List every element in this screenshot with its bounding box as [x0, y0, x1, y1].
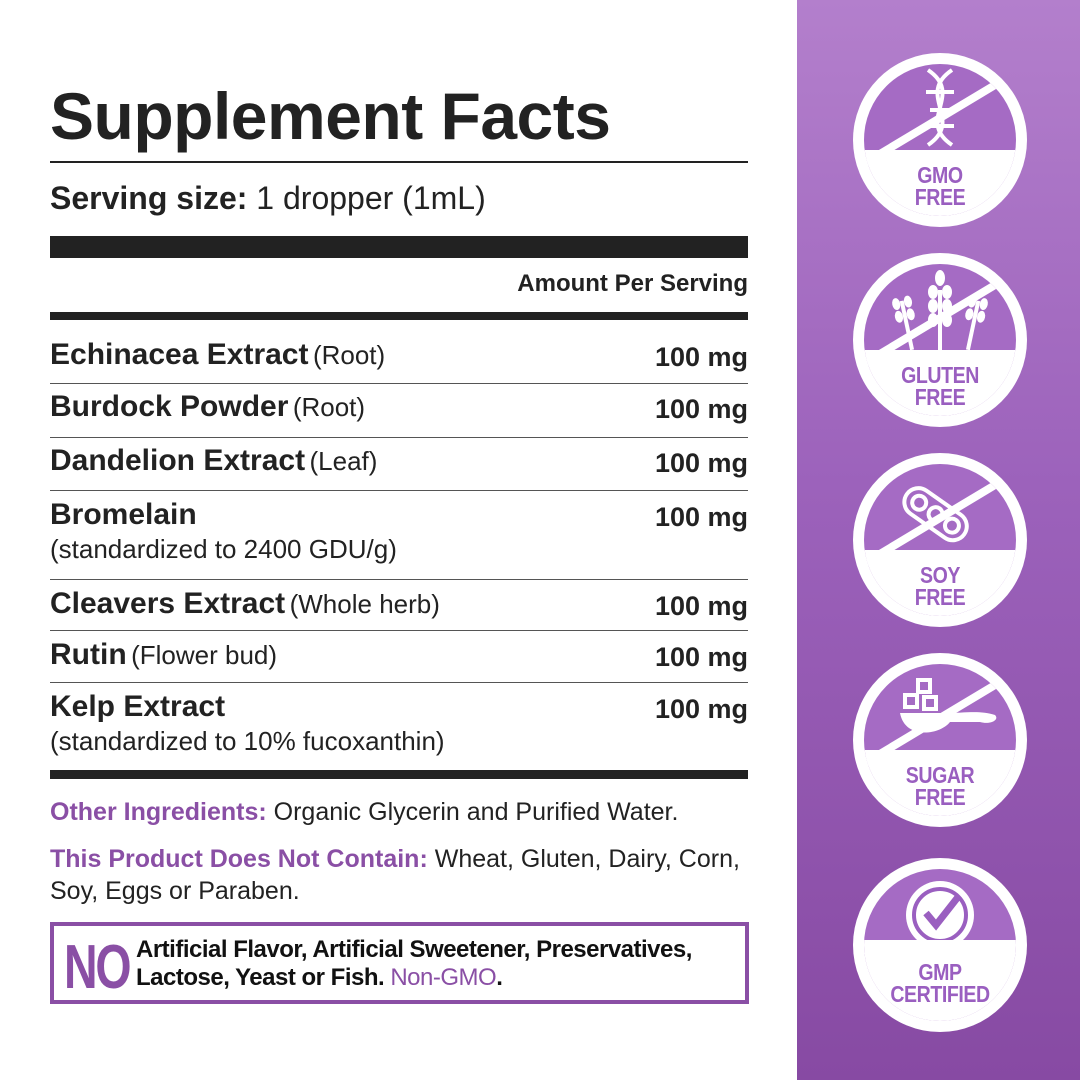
ingredient-row: Burdock Powder (Root) 100 mg — [50, 390, 748, 424]
period: . — [496, 964, 503, 991]
ingredient-note: (standardized to 10% fucoxanthin) — [50, 726, 445, 756]
page-title: Supplement Facts — [50, 79, 611, 153]
ingredient-name: Rutin — [50, 638, 127, 671]
ingredient-amount: 100 mg — [654, 642, 748, 672]
divider — [50, 682, 748, 683]
badge-label-line1: SUGAR — [905, 762, 975, 788]
divider — [50, 630, 748, 631]
ingredient-name: Burdock Powder — [50, 390, 289, 423]
ingredient-row: Bromelain (standardized to 2400 GDU/g) 100… — [50, 498, 748, 565]
divider — [50, 437, 748, 438]
badge-gmp: GMP CERTIFIED — [852, 857, 1028, 1033]
wheat-icon — [853, 253, 1027, 427]
serving-value: 1 dropper (1mL) — [256, 180, 486, 216]
badge-label-line1: GMO — [917, 162, 963, 188]
badge-gmo: GMO FREE — [852, 52, 1028, 228]
ingredient-name: Bromelain — [50, 498, 197, 531]
ingredient-row: Rutin (Flower bud) 100 mg — [50, 638, 748, 672]
badge-label-line1: GMP — [918, 959, 962, 985]
ingredient-amount: 100 mg — [654, 448, 748, 478]
ingredient-row: Dandelion Extract (Leaf) 100 mg — [50, 444, 748, 478]
badge-label-line2: CERTIFIED — [890, 981, 990, 1007]
does-not-contain-value: Wheat, Gluten, Dairy, Corn, Soy, Eggs or… — [50, 845, 740, 905]
ingredient-part: (Leaf) — [309, 446, 378, 476]
badge-label-line2: FREE — [914, 584, 966, 610]
serving-size: Serving size: 1 dropper (1mL) — [50, 180, 486, 217]
does-not-contain-label: This Product Does Not Contain: — [50, 845, 428, 873]
badge-label-line1: SOY — [919, 562, 961, 588]
sugar-spoon-icon — [853, 653, 1027, 827]
badge-sugar: SUGAR FREE — [852, 652, 1028, 828]
non-gmo-highlight: Non-GMO — [390, 964, 497, 991]
no-line2: Lactose, Yeast or Fish. — [136, 964, 385, 991]
badge-label-line1: GLUTEN — [901, 362, 979, 388]
ingredient-amount: 100 mg — [654, 342, 748, 372]
ingredient-row: Cleavers Extract (Whole herb) 100 mg — [50, 587, 748, 621]
badge-soy: SOY FREE — [852, 452, 1028, 628]
no-label: NO — [64, 933, 132, 1002]
ingredient-note: (standardized to 2400 GDU/g) — [50, 534, 397, 564]
other-ingredients: Other Ingredients: Organic Glycerin and … — [50, 796, 760, 828]
ingredient-part: (Root) — [292, 392, 366, 422]
divider — [50, 161, 748, 163]
no-additives-text: Artificial Flavor, Artificial Sweetener,… — [136, 936, 692, 992]
bar — [50, 770, 748, 779]
ingredient-name: Cleavers Extract — [50, 587, 286, 620]
ingredient-row: Echinacea Extract (Root) 100 mg — [50, 338, 748, 372]
bar — [50, 312, 748, 320]
ingredient-row: Kelp Extract (standardized to 10% fucoxan… — [50, 690, 748, 757]
no-additives-box: NO Artificial Flavor, Artificial Sweeten… — [50, 922, 749, 1004]
no-line1: Artificial Flavor, Artificial Sweetener,… — [136, 936, 692, 963]
ingredient-part: (Whole herb) — [289, 589, 440, 619]
ingredient-amount: 100 mg — [654, 502, 748, 532]
ingredient-amount: 100 mg — [654, 394, 748, 424]
badge-label-line2: FREE — [914, 384, 966, 410]
serving-label: Serving size: — [50, 180, 248, 216]
ingredient-part: (Flower bud) — [131, 640, 278, 670]
divider — [50, 383, 748, 384]
ingredient-part: (Root) — [312, 340, 386, 370]
dna-icon — [853, 53, 1027, 227]
ingredient-amount: 100 mg — [654, 694, 748, 724]
does-not-contain: This Product Does Not Contain: Wheat, Gl… — [50, 843, 750, 907]
divider — [50, 579, 748, 580]
ingredient-name: Dandelion Extract — [50, 444, 306, 477]
other-ingredients-label: Other Ingredients: — [50, 798, 267, 826]
badge-gluten: GLUTEN FREE — [852, 252, 1028, 428]
ingredient-name: Echinacea Extract — [50, 338, 309, 371]
amount-per-serving-header: Amount Per Serving — [517, 270, 748, 297]
other-ingredients-value: Organic Glycerin and Purified Water. — [273, 798, 679, 826]
ingredient-amount: 100 mg — [654, 591, 748, 621]
badge-label-line2: FREE — [914, 184, 966, 210]
soybean-icon — [853, 453, 1027, 627]
badge-label-line2: FREE — [914, 784, 966, 810]
divider — [50, 490, 748, 491]
ingredient-name: Kelp Extract — [50, 690, 226, 723]
thick-bar — [50, 236, 748, 258]
certified-seal-icon — [853, 858, 1027, 1032]
